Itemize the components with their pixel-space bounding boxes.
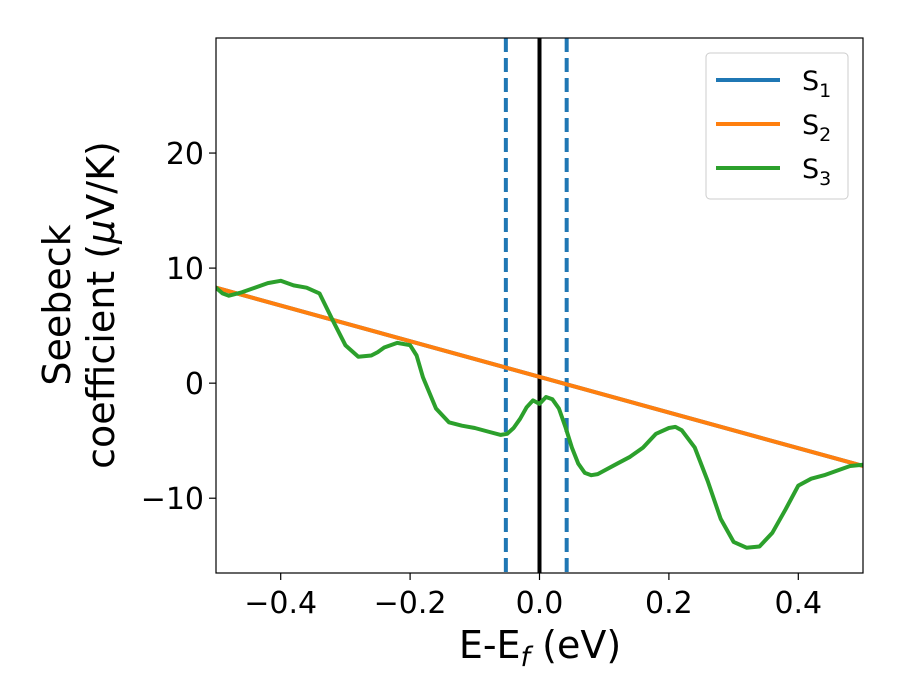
x-axis-ticks: −0.4 −0.2 0.0 0.2 0.4 <box>244 573 822 621</box>
y-tick-label: −10 <box>141 482 204 517</box>
y-axis-label: Seebeck coefficient (μV/K) <box>35 141 123 469</box>
y-axis-label-line2: coefficient (μV/K) <box>79 141 123 469</box>
series-lines <box>216 278 863 550</box>
x-tick-label: −0.4 <box>244 586 317 621</box>
legend-entries: S1 S2 S3 <box>716 66 831 190</box>
y-tick-label: 10 <box>166 252 204 287</box>
y-tick-label: 20 <box>166 137 204 172</box>
x-tick-label: 0.4 <box>774 586 822 621</box>
x-tick-label: 0.2 <box>645 586 693 621</box>
legend-label-2: S2 <box>802 110 831 146</box>
series-line-2 <box>216 285 863 468</box>
x-tick-label: 0.0 <box>516 586 564 621</box>
x-tick-label: −0.2 <box>374 586 447 621</box>
x-axis-label: E-Ef (eV) <box>459 623 621 673</box>
legend-label-3: S3 <box>802 154 831 190</box>
reference-lines <box>503 38 569 573</box>
y-axis-label-line1: Seebeck <box>35 224 79 385</box>
legend-label-1: S1 <box>802 66 831 102</box>
series-line-3 <box>216 278 863 550</box>
legend: S1 S2 S3 <box>705 52 849 200</box>
y-axis-ticks: −10 0 10 20 <box>141 137 216 517</box>
y-tick-label: 0 <box>185 367 204 402</box>
